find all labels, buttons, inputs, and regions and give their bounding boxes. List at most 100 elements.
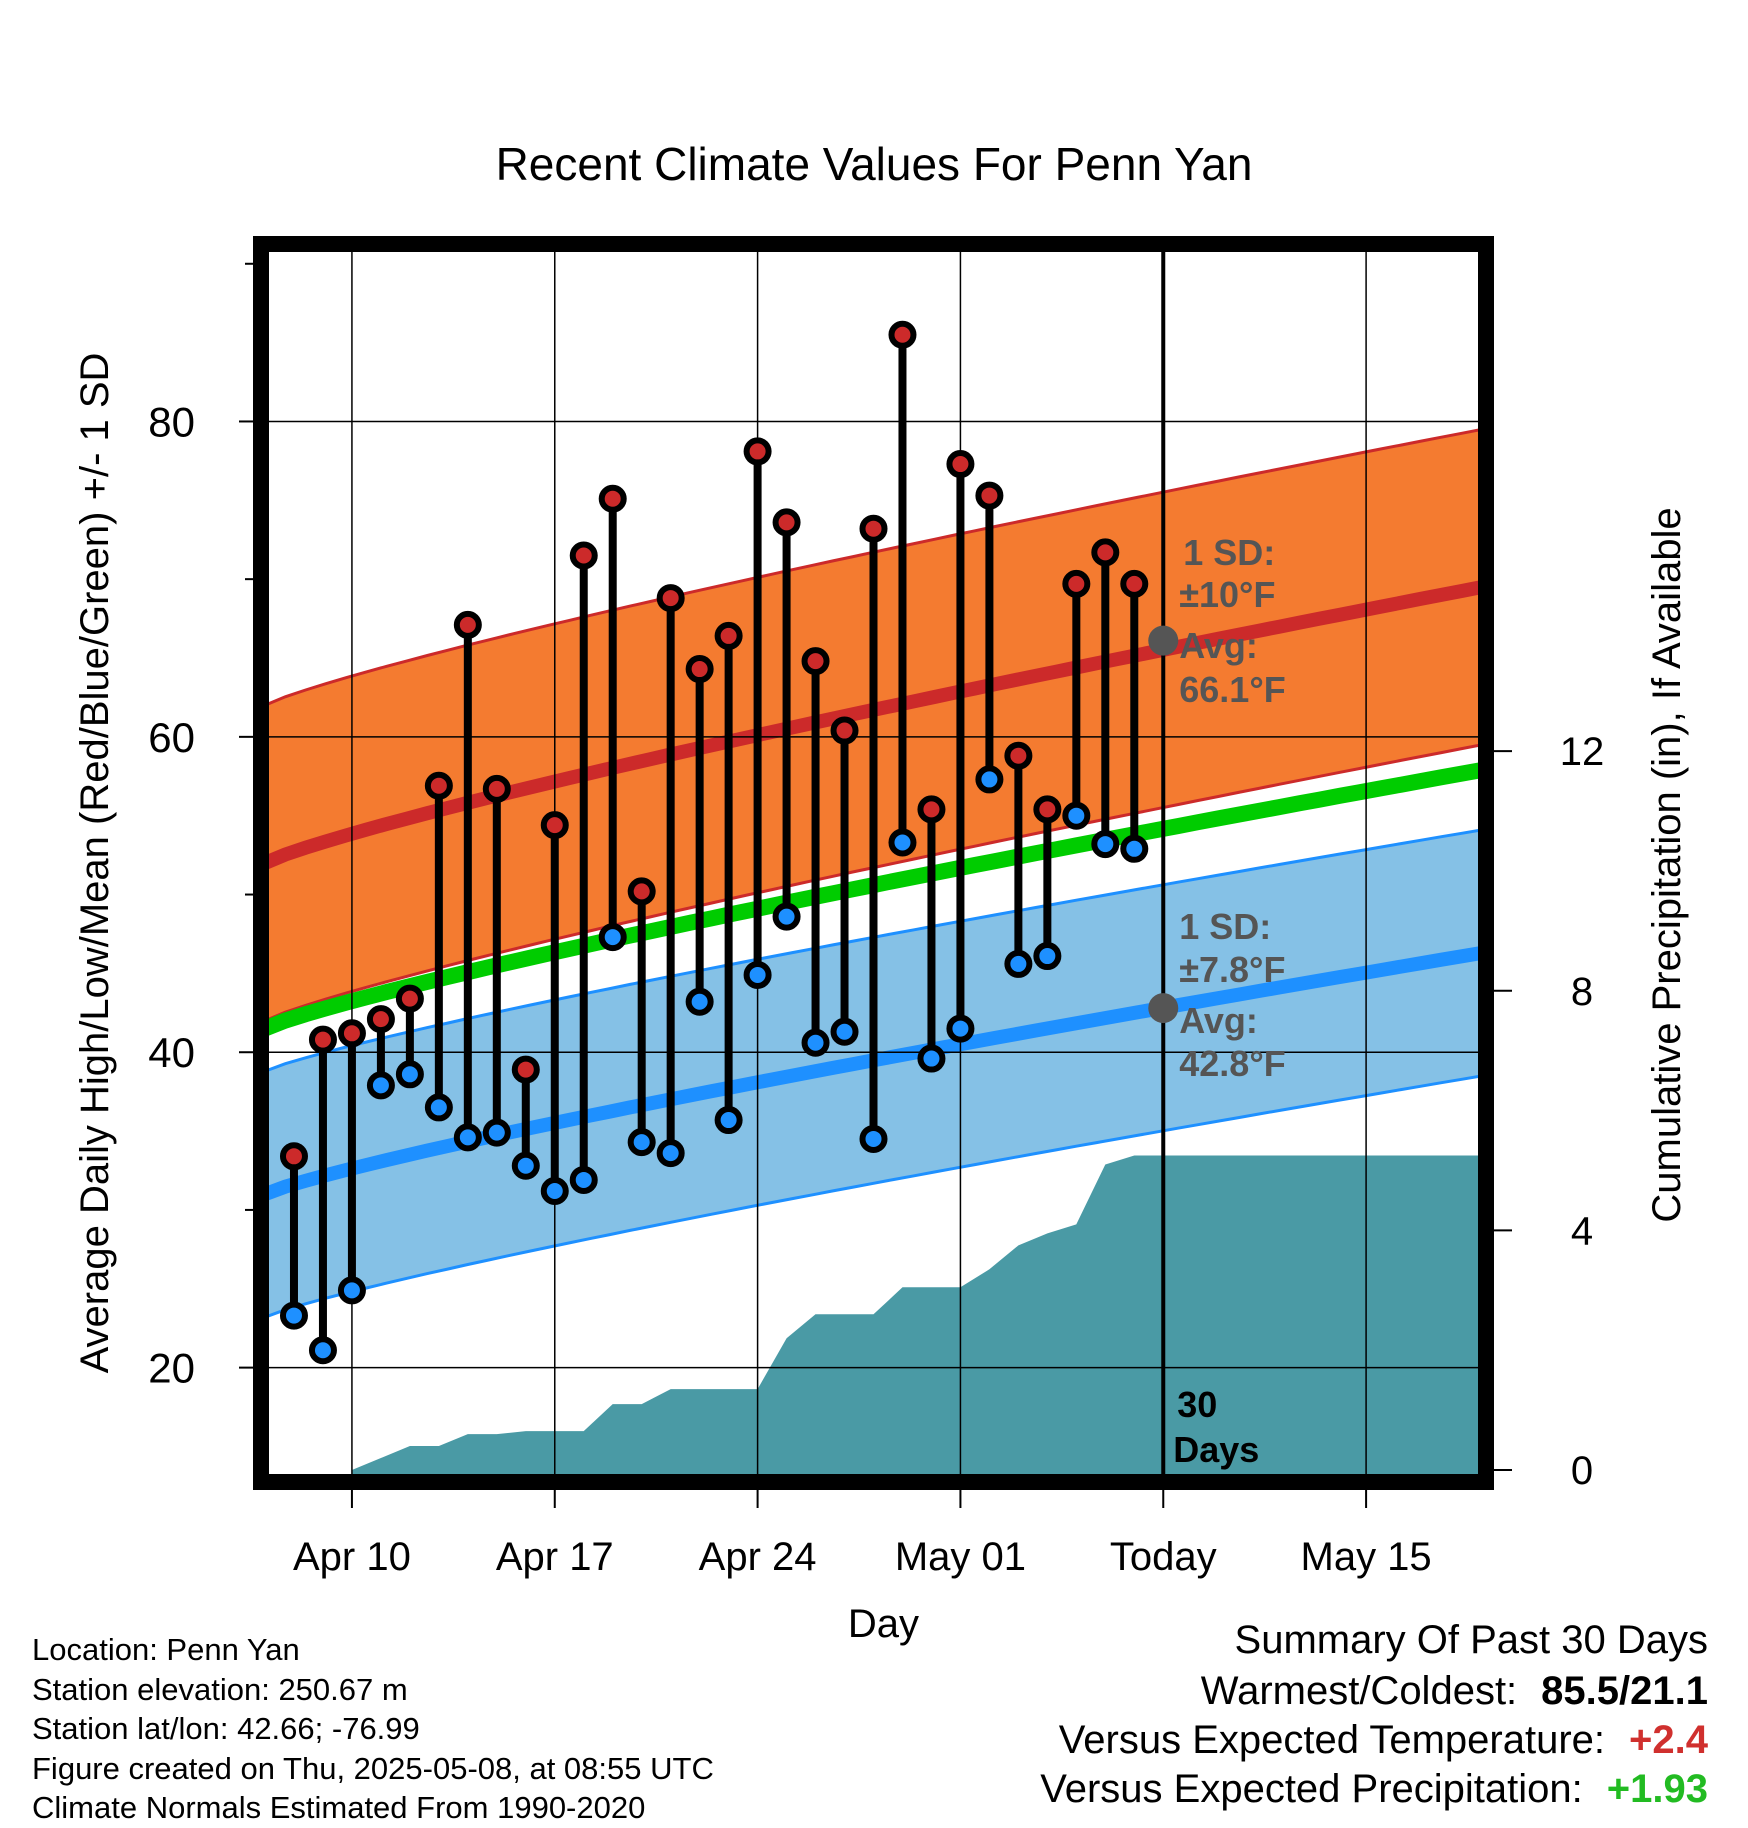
plot-inner [265, 248, 1482, 1478]
daily-high-point [1120, 569, 1149, 598]
daily-low-point [1004, 949, 1033, 978]
daily-high-point [366, 1005, 395, 1034]
daily-low-point [1033, 942, 1062, 971]
low-avg-label: Avg: [1179, 1000, 1258, 1041]
daily-low-point [743, 960, 772, 989]
location-text: Location: Penn Yan [32, 1632, 300, 1667]
daily-high-point [801, 647, 830, 676]
daily-low-point [337, 1276, 366, 1305]
low-avg-value: 42.8°F [1179, 1043, 1285, 1084]
latlon-text: Station lat/lon: 42.66; -76.99 [32, 1711, 420, 1746]
daily-high-point [917, 795, 946, 824]
y-tick-label: 40 [148, 1029, 195, 1076]
daily-low-point [424, 1093, 453, 1122]
daily-low-point [569, 1165, 598, 1194]
daily-low-point [1091, 830, 1120, 859]
temperature-anomaly-label: Versus Expected Temperature: [1058, 1718, 1606, 1762]
daily-high-point [598, 484, 627, 513]
x-tick-label: Apr 17 [496, 1535, 614, 1579]
low-average-marker [1148, 993, 1179, 1024]
daily-high-point [511, 1055, 540, 1084]
daily-low-point [395, 1060, 424, 1089]
daily-low-point [366, 1071, 395, 1100]
station-info: Location: Penn Yan Station elevation: 25… [32, 1630, 714, 1828]
temperature-anomaly-value: +2.4 [1629, 1718, 1708, 1762]
y-tick-label: 60 [148, 714, 195, 761]
daily-high-point [279, 1142, 308, 1171]
cumulative-precip-area [351, 1155, 1482, 1478]
y2-tick-label: 4 [1571, 1209, 1593, 1253]
daily-high-point [656, 584, 685, 613]
low-sd-value: ±7.8°F [1179, 949, 1285, 990]
chart-title: Recent Climate Values For Penn Yan [496, 138, 1253, 190]
high-avg-value: 66.1°F [1179, 669, 1285, 710]
y2-tick-label: 12 [1560, 730, 1605, 774]
daily-low-point [308, 1336, 337, 1365]
x-tick-label: May 01 [895, 1535, 1026, 1579]
warmest-coldest-row: Warmest/Coldest: 85.5/21.1 [1040, 1669, 1708, 1714]
daily-low-point [598, 923, 627, 952]
daily-high-point [946, 450, 975, 479]
daily-high-point [743, 437, 772, 466]
daily-high-point [1062, 569, 1091, 598]
high-sd-value: ±10°F [1179, 574, 1275, 615]
daily-low-point [975, 765, 1004, 794]
daily-low-point [279, 1301, 308, 1330]
daily-high-point [337, 1019, 366, 1048]
y-tick-label: 80 [148, 398, 195, 445]
temperature-anomaly-row: Versus Expected Temperature: +2.4 [1040, 1718, 1708, 1763]
elevation-text: Station elevation: 250.67 m [32, 1671, 408, 1707]
y2-tick-label: 0 [1571, 1449, 1593, 1493]
daily-high-point [308, 1025, 337, 1054]
high-average-marker [1148, 625, 1179, 656]
daily-high-point [424, 771, 453, 800]
daily-low-point [627, 1128, 656, 1157]
daily-high-point [714, 621, 743, 650]
daily-high-point [453, 610, 482, 639]
low-sd-label: 1 SD: [1179, 906, 1271, 947]
daily-low-point [859, 1124, 888, 1153]
daily-low-point [801, 1028, 830, 1057]
daily-low-point [888, 828, 917, 857]
daily-high-point [627, 877, 656, 906]
daily-low-point [917, 1044, 946, 1073]
precipitation-anomaly-value: +1.93 [1606, 1767, 1708, 1811]
daily-low-point [482, 1118, 511, 1147]
x-tick-label: Apr 24 [699, 1535, 817, 1579]
daily-high-point [772, 508, 801, 537]
warmest-coldest-label: Warmest/Coldest: [1200, 1669, 1518, 1713]
daily-high-point [859, 514, 888, 543]
summary-heading: Summary Of Past 30 Days [1234, 1618, 1708, 1662]
precipitation-anomaly-label: Versus Expected Precipitation: [1040, 1767, 1583, 1811]
normals-text: Climate Normals Estimated From 1990-2020 [32, 1790, 646, 1825]
high-sd-label: 1 SD: [1183, 532, 1275, 573]
daily-high-point [685, 655, 714, 684]
y-tick-label: 20 [148, 1345, 195, 1392]
daily-high-point [975, 481, 1004, 510]
daily-high-point [540, 811, 569, 840]
daily-low-point [656, 1139, 685, 1168]
daily-low-point [830, 1017, 859, 1046]
x-tick-label: Today [1110, 1535, 1217, 1579]
daily-high-point [1004, 741, 1033, 770]
high-avg-label: Avg: [1179, 625, 1258, 666]
y2-tick-label: 8 [1571, 970, 1593, 1014]
daily-low-point [946, 1014, 975, 1043]
daily-low-point [685, 987, 714, 1016]
daily-low-point [1120, 834, 1149, 863]
daily-low-point [540, 1177, 569, 1205]
daily-high-point [830, 716, 859, 745]
x-tick-label: May 15 [1301, 1535, 1432, 1579]
daily-high-point [395, 984, 424, 1013]
warmest-coldest-value: 85.5/21.1 [1541, 1669, 1708, 1713]
plot-frame [253, 236, 1494, 1490]
x-axis-title: Day [848, 1602, 919, 1646]
x-tick-label: Apr 10 [293, 1535, 411, 1579]
created-text: Figure created on Thu, 2025-05-08, at 08… [32, 1750, 714, 1786]
daily-high-point [482, 774, 511, 803]
summary-panel: Summary Of Past 30 Days Warmest/Coldest:… [1040, 1618, 1708, 1812]
low-band-lower-edge [265, 1074, 1482, 1319]
days-count-label: Days [1173, 1429, 1259, 1470]
